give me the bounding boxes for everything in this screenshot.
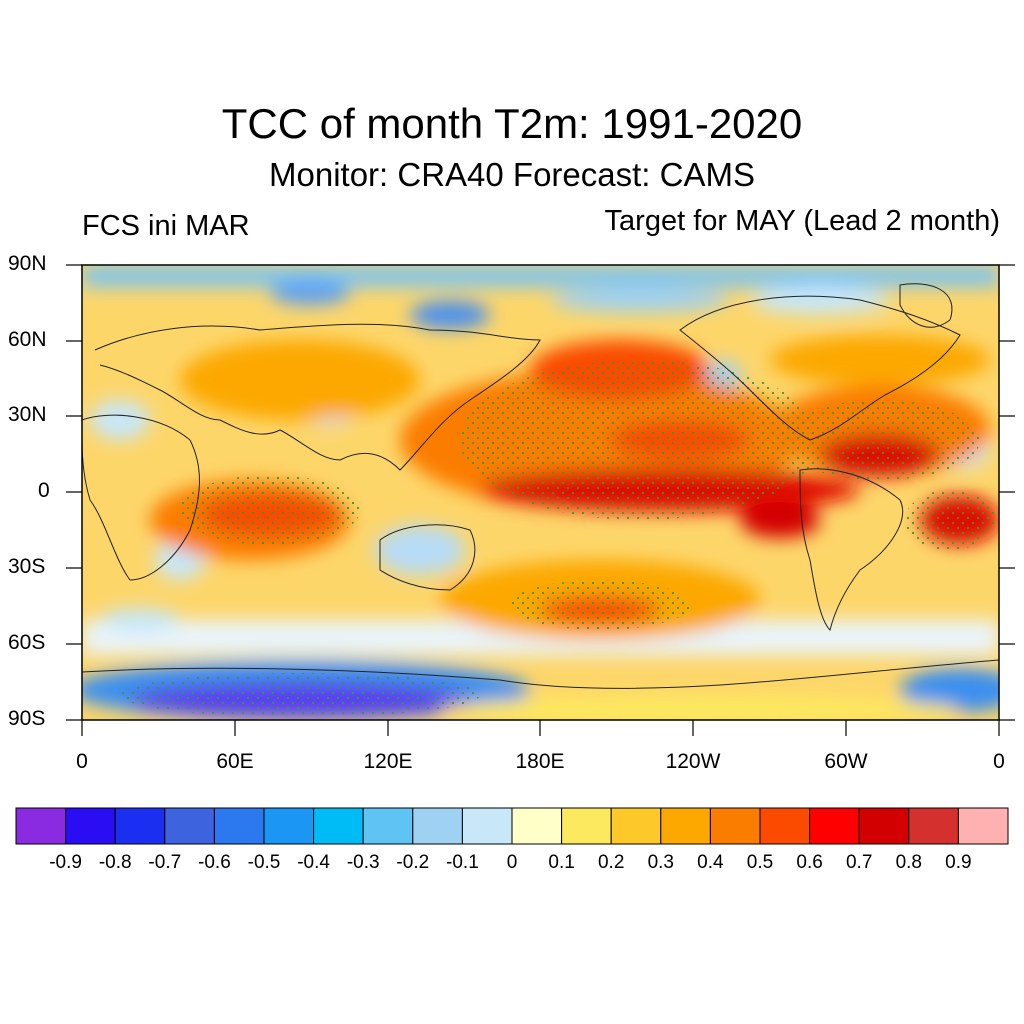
colorbar-swatch [313, 807, 364, 845]
right-label: Target for MAY (Lead 2 month) [604, 205, 1000, 237]
colorbar-swatch [15, 807, 67, 845]
map-title: TCC of month T2m: 1991-2020 [221, 100, 803, 147]
colorbar-swatch [362, 807, 414, 845]
colorbar-label: 0 [506, 852, 518, 873]
lon-label: 180E [515, 750, 565, 773]
colorbar-swatch [213, 807, 265, 845]
colorbar-swatch [263, 807, 315, 845]
colorbar-label: -0.2 [396, 852, 430, 873]
lat-label: 30S [8, 555, 46, 578]
colorbar-label: -0.7 [148, 852, 182, 873]
lat-label: 90N [8, 252, 47, 275]
colorbar-label: 0.8 [895, 852, 923, 873]
colorbar-swatch [660, 807, 711, 845]
colorbar-swatch [858, 807, 910, 845]
colorbar-swatch [412, 807, 463, 845]
colorbar-swatch [709, 807, 761, 845]
axis-ticks [66, 264, 1015, 736]
colorbar-swatch [957, 807, 1009, 845]
colorbar [15, 807, 1009, 845]
colorbar-label: -0.9 [49, 852, 82, 873]
colorbar-label: -0.6 [198, 852, 231, 873]
colorbar-label: 0.3 [647, 852, 675, 873]
colorbar-label: 0.9 [945, 852, 972, 873]
colorbar-label: -0.3 [346, 852, 380, 873]
colorbar-label: 0.1 [548, 852, 575, 873]
colorbar-label: -0.4 [297, 852, 330, 873]
colorbar-swatch [759, 807, 811, 845]
lon-label: 0 [76, 750, 88, 773]
colorbar-label: 0.4 [697, 852, 724, 873]
colorbar-swatch [908, 807, 959, 845]
colorbar-label: -0.1 [446, 852, 479, 873]
lat-label: 30N [8, 403, 47, 426]
lat-label: 0 [38, 479, 50, 502]
colorbar-swatch [610, 807, 662, 845]
colorbar-label: -0.5 [247, 852, 281, 873]
colorbar-swatch [65, 807, 116, 845]
colorbar-swatch [809, 807, 860, 845]
colorbar-swatch [164, 807, 215, 845]
colorbar-swatch [461, 807, 513, 845]
map-subtitle: Monitor: CRA40 Forecast: CAMS [269, 156, 755, 193]
correlation-field [82, 265, 999, 720]
lon-label: 120W [665, 750, 721, 773]
lat-label: 90S [8, 707, 46, 730]
colorbar-label: 0.6 [796, 852, 823, 873]
lat-label: 60S [8, 631, 46, 654]
lon-label: 0 [993, 750, 1005, 773]
lat-label: 60N [8, 328, 47, 351]
left-label: FCS ini MAR [82, 210, 250, 242]
colorbar-label: 0.2 [597, 852, 625, 873]
colorbar-swatch [511, 807, 563, 845]
lon-label: 60W [824, 750, 868, 773]
colorbar-label: -0.8 [98, 852, 132, 873]
colorbar-label: 0.5 [746, 852, 774, 873]
lon-label: 60E [216, 750, 254, 773]
colorbar-swatch [561, 807, 612, 845]
colorbar-label: 0.7 [845, 852, 873, 873]
lon-label: 120E [363, 750, 413, 773]
colorbar-swatch [114, 807, 166, 845]
